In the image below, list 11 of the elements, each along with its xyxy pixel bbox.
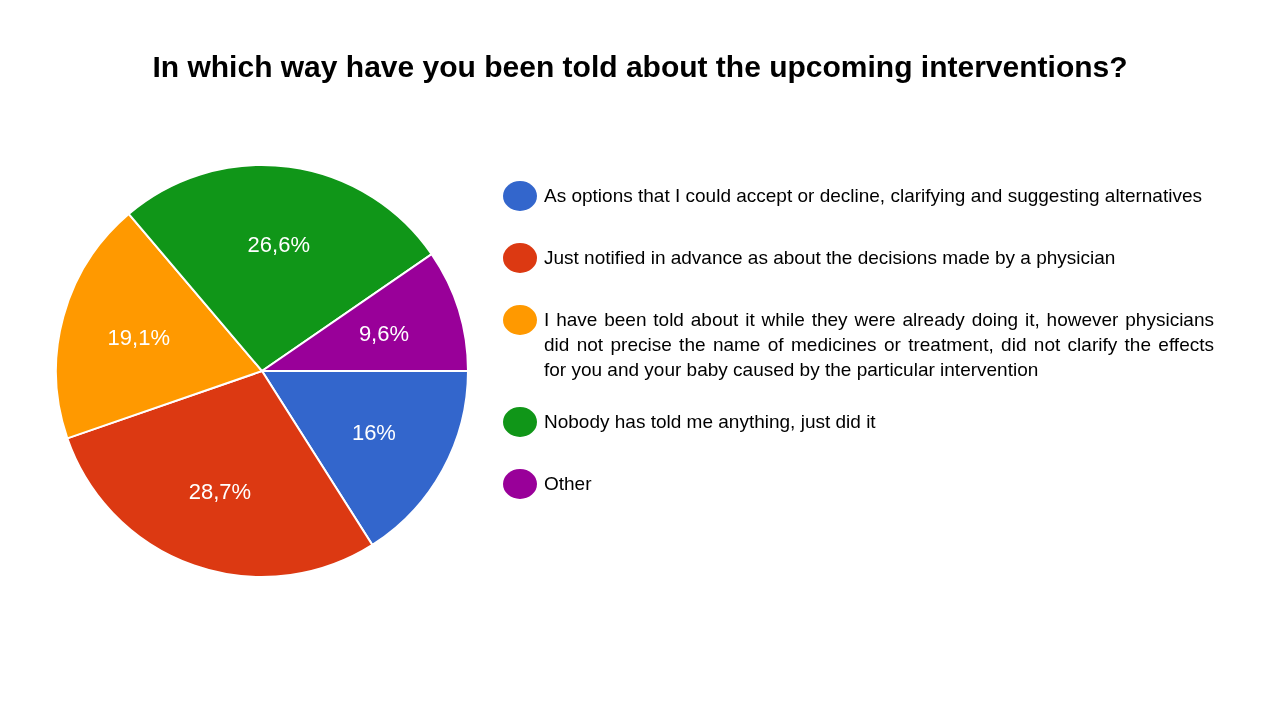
legend-label: Other — [544, 472, 592, 496]
data-label: 16% — [351, 420, 396, 446]
legend-label: As options that I could accept or decline, clarifying and suggesting alternatives — [544, 184, 1202, 208]
data-label: 28,7% — [188, 479, 252, 505]
data-label: 9,6% — [358, 320, 410, 346]
legend-label: Nobody has told me anything, just did it — [544, 410, 876, 434]
chart-title: In which way have you been told about the upcoming interventions? — [151, 50, 1129, 84]
legend-label: Just notified in advance as about the decisions made by a physician — [544, 246, 1116, 270]
data-label: 26,6% — [247, 231, 310, 257]
data-label: 19,1% — [107, 324, 170, 350]
legend-label: I have been told about it while they were already doing it, however physicians did not precise the name of medicines or treatment, did not clarify the effects for you and your baby caused by the particular intervention — [544, 308, 1214, 382]
